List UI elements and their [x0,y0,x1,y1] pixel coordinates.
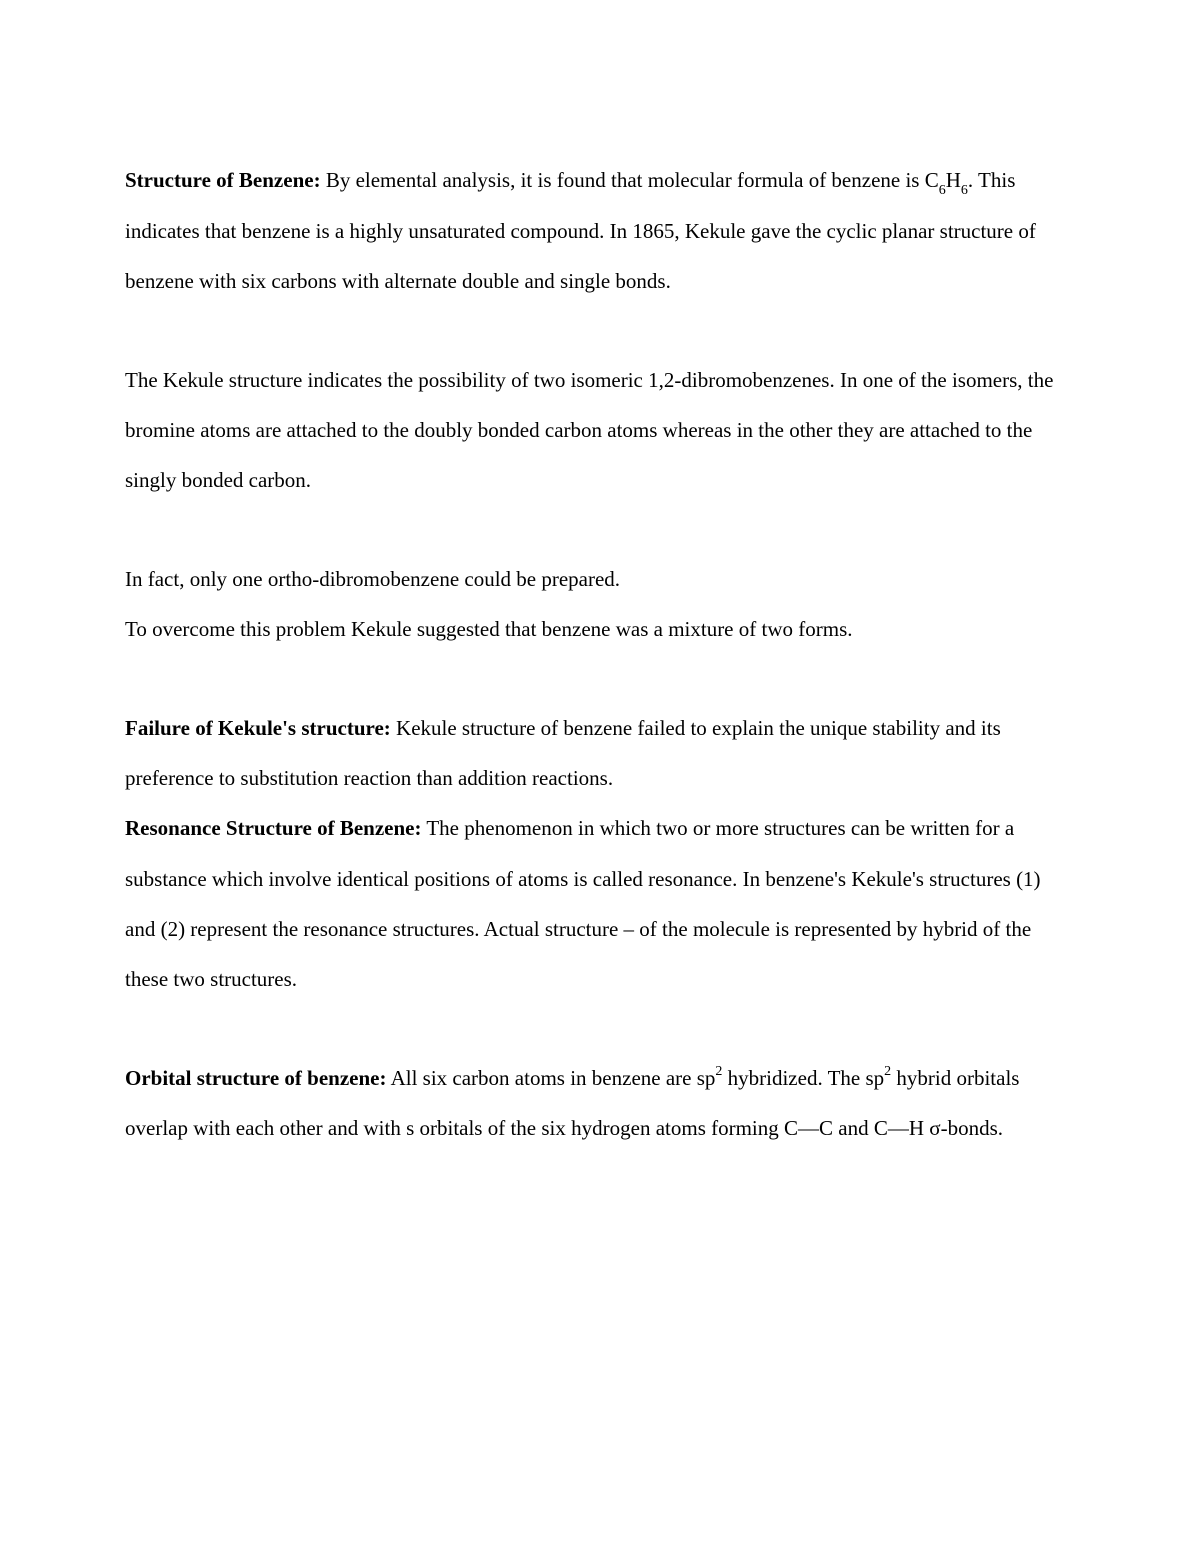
paragraph-orbital-structure: Orbital structure of benzene: All six ca… [125,1053,1075,1154]
text-line: In fact, only one ortho-dibromobenzene c… [125,554,1075,604]
paragraph-structure-of-benzene: Structure of Benzene: By elemental analy… [125,155,1075,307]
text: H [946,168,961,192]
text: All six carbon atoms in benzene are sp [386,1066,715,1090]
text: By elemental analysis, it is found that … [321,168,939,192]
heading-structure-of-benzene: Structure of Benzene: [125,168,321,192]
text: The phenomenon in which two or more stru… [125,816,1041,991]
paragraph-kekule-structure: The Kekule structure indicates the possi… [125,355,1075,506]
superscript: 2 [715,1064,722,1079]
text-line: To overcome this problem Kekule suggeste… [125,604,1075,654]
text: hybridized. The sp [722,1066,884,1090]
superscript: 2 [884,1064,891,1079]
paragraph-ortho-dibromobenzene: In fact, only one ortho-dibromobenzene c… [125,554,1075,655]
heading-orbital-structure: Orbital structure of benzene: [125,1066,386,1090]
heading-resonance-structure: Resonance Structure of Benzene: [125,816,421,840]
paragraph-failure-and-resonance: Failure of Kekule's structure: Kekule st… [125,703,1075,1005]
subscript: 6 [939,183,946,198]
heading-failure-of-kekule: Failure of Kekule's structure: [125,716,391,740]
text: The Kekule structure indicates the possi… [125,368,1053,493]
subscript: 6 [961,183,968,198]
